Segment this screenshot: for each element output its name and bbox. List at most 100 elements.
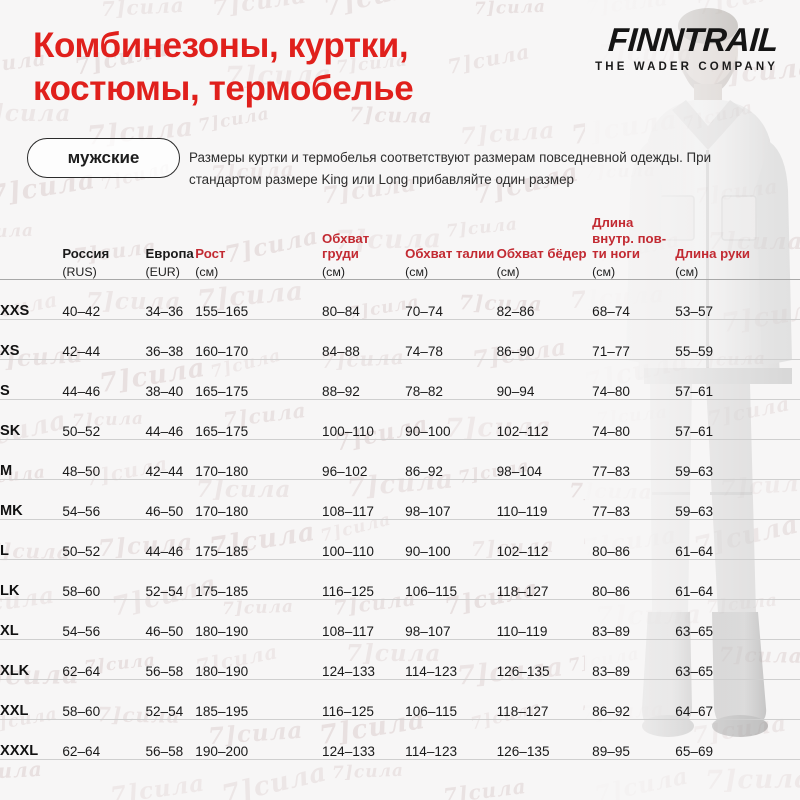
cell-arm: 61–64 [675,584,714,600]
cell-eur: 44–46 [145,544,184,560]
cell-height: 170–180 [195,504,249,520]
cell-height: 155–165 [195,304,249,320]
cell-height: 175–185 [195,544,249,560]
cell-hip: 118–127 [496,704,549,720]
cell-rus: 58–60 [62,704,101,720]
column-header-unit: (см) [496,264,520,279]
cell-hip: 86–90 [496,344,535,360]
cell-hip: 118–127 [496,584,549,600]
cell-hip: 102–112 [496,424,549,440]
cell-hip: 90–94 [496,384,535,400]
cell-size-label: SK [0,423,21,440]
cell-size-label: XLK [0,663,30,680]
column-header-label: Россия [62,246,110,262]
cell-size-label: MK [0,503,23,520]
cell-arm: 61–64 [675,544,714,560]
cell-arm: 63–65 [675,624,714,640]
page-title: Комбинезоны, куртки, костюмы, термобелье [33,24,593,110]
column-header-label: Длина внутр. пов-ти ноги [592,215,667,262]
cell-eur: 52–54 [145,584,184,600]
cell-eur: 52–54 [145,704,184,720]
column-header-hip: Обхват бёдер (см) [497,215,593,280]
cell-chest: 108–117 [322,624,374,640]
cell-height: 185–195 [195,704,249,720]
cell-waist: 106–115 [405,584,458,600]
table-row: LK 58–60 52–54 175–185 116–125 106–115 118–127… [0,560,800,600]
column-header-unit: (см) [195,264,219,279]
cell-chest: 124–133 [322,664,375,680]
column-header-unit: (EUR) [145,264,180,279]
cell-hip: 126–135 [496,664,550,680]
cell-eur: 56–58 [145,744,184,760]
cell-eur: 36–38 [145,344,184,360]
column-header-label: Рост [195,246,226,262]
cell-size-label: LK [0,583,20,600]
cell-height: 170–180 [195,464,249,480]
table-row: XXS 40–42 34–36 155–165 80–84 70–74 82–86 68–74… [0,280,800,320]
cell-chest: 100–110 [322,424,374,440]
cell-inseam: 86–92 [592,704,630,720]
cell-chest: 96–102 [322,464,368,480]
column-header-rus: Россия (RUS) [62,215,145,280]
cell-chest: 116–125 [322,704,374,720]
table-row: XLK 62–64 56–58 180–190 124–133 114–123 126–13… [0,640,800,680]
table-head: Россия (RUS) Европа (EUR) Рост (см) Обхват гру… [0,215,800,280]
column-header-unit: (RUS) [62,264,97,279]
cell-rus: 50–52 [62,544,101,560]
table-row: SK 50–52 44–46 165–175 100–110 90–100 102–112 7… [0,400,800,440]
cell-rus: 42–44 [62,344,101,360]
cell-waist: 70–74 [405,304,443,320]
cell-inseam: 77–83 [592,504,630,520]
brand-logo: FINNTRAIL THE WADER COMPANY [478,21,779,73]
cell-eur: 38–40 [145,384,184,400]
cell-rus: 50–52 [62,424,101,440]
column-header-label: Европа [145,246,194,262]
cell-chest: 124–133 [322,744,375,760]
table-row: L 50–52 44–46 175–185 100–110 90–100 102–112 80… [0,520,800,560]
cell-waist: 98–107 [405,624,451,640]
table-row: MK 54–56 46–50 170–180 108–117 98–107 110–119 7… [0,480,800,520]
cell-height: 180–190 [195,664,249,680]
gender-badge-male[interactable]: мужские [27,138,180,178]
cell-chest: 108–117 [322,504,374,520]
cell-inseam: 80–86 [592,544,630,560]
cell-inseam: 68–74 [592,304,630,320]
cell-chest: 116–125 [322,584,374,600]
cell-eur: 44–46 [145,424,184,440]
cell-rus: 40–42 [62,304,101,320]
cell-chest: 80–84 [322,304,360,320]
cell-waist: 114–123 [405,664,458,680]
cell-eur: 46–50 [145,504,184,520]
column-header-arm: Длина руки (см) [675,215,800,280]
size-chart-table: Россия (RUS) Европа (EUR) Рост (см) Обхват гру… [0,215,800,760]
cell-arm: 55–59 [675,344,714,360]
cell-height: 165–175 [195,384,249,400]
cell-inseam: 74–80 [592,384,630,400]
cell-chest: 84–88 [322,344,360,360]
cell-hip: 110–119 [496,624,548,640]
cell-size-label: XL [0,623,19,640]
cell-waist: 106–115 [405,704,458,720]
cell-waist: 98–107 [405,504,451,520]
column-header-unit: (см) [592,264,616,279]
cell-chest: 88–92 [322,384,360,400]
cell-size-label: L [0,543,9,560]
table-row: XXL 58–60 52–54 185–195 116–125 106–115 118–12… [0,680,800,720]
cell-hip: 102–112 [496,544,549,560]
sizing-note: Размеры куртки и термобелья соответствую… [189,150,712,188]
column-header-chest: Обхват груди (см) [322,215,405,280]
subheader-row: мужские Размеры куртки и термобелья соот… [0,132,800,196]
cell-inseam: 77–83 [592,464,630,480]
column-header-height: Рост (см) [195,215,322,280]
cell-waist: 90–100 [405,424,451,440]
cell-arm: 65–69 [675,744,714,760]
table-body: XXS 40–42 34–36 155–165 80–84 70–74 82–86 68–74… [0,280,800,760]
cell-hip: 126–135 [496,744,550,760]
cell-waist: 90–100 [405,544,451,560]
cell-rus: 58–60 [62,584,101,600]
cell-waist: 78–82 [405,384,443,400]
column-header-unit: (см) [675,264,699,279]
column-header-waist: Обхват талии (см) [405,215,496,280]
column-header-eur: Европа (EUR) [145,215,195,280]
table-row: S 44–46 38–40 165–175 88–92 78–82 90–94 74–80 57… [0,360,800,400]
